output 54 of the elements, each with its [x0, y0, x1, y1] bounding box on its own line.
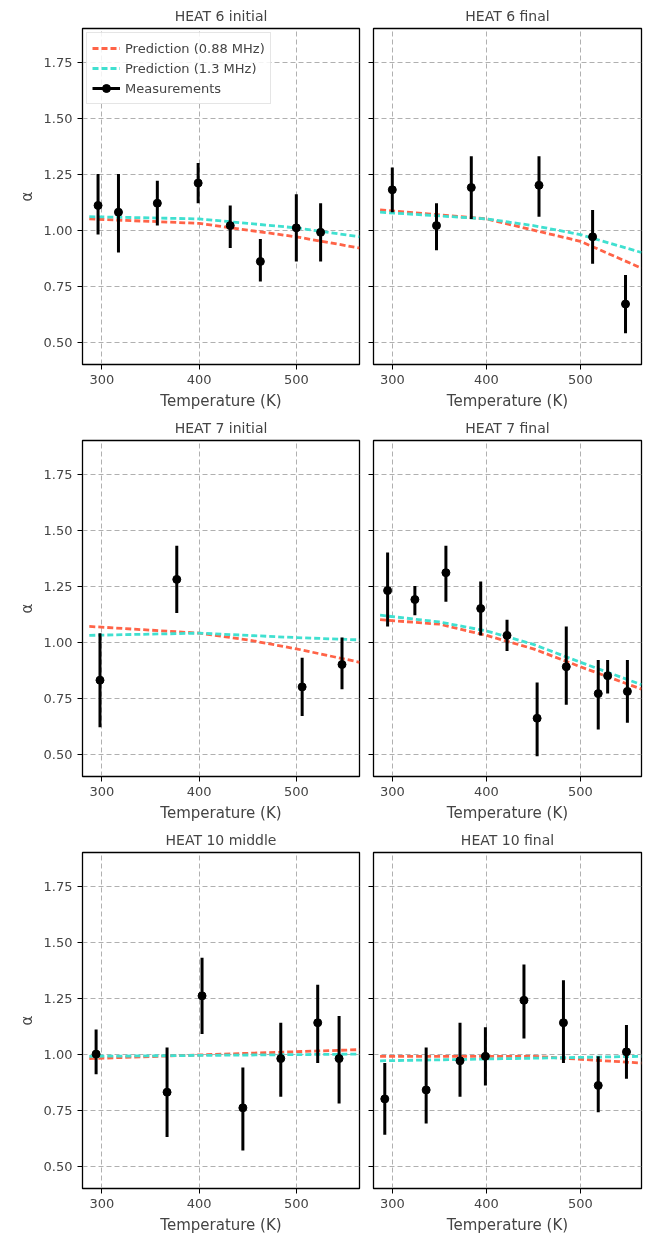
- x-tick-label: 500: [283, 1195, 309, 1211]
- chart-title: HEAT 10 middle: [165, 831, 277, 848]
- y-axis-title: α: [17, 603, 36, 614]
- x-tick-label: 300: [89, 371, 115, 387]
- y-tick-label: 0.75: [43, 690, 73, 706]
- y-tick-label: 1.25: [43, 578, 73, 594]
- x-tick-label: 400: [186, 783, 212, 799]
- y-tick-label: 0.50: [43, 746, 73, 762]
- x-axis-title: Temperature (K): [445, 1215, 569, 1234]
- y-tick-label: 1.25: [43, 990, 73, 1006]
- chart-title: HEAT 6 final: [465, 7, 550, 24]
- x-tick-label: 500: [567, 783, 593, 799]
- x-tick-label: 400: [473, 783, 499, 799]
- x-tick-label: 400: [186, 371, 212, 387]
- y-tick-label: 1.50: [43, 934, 73, 950]
- chart-title: HEAT 6 initial: [174, 7, 268, 24]
- y-tick-label: 1.75: [43, 466, 73, 482]
- y-tick-label: 0.75: [43, 1102, 73, 1118]
- y-tick-label: 0.50: [43, 1158, 73, 1174]
- y-axis-title: α: [17, 191, 36, 202]
- x-tick-label: 400: [473, 371, 499, 387]
- x-axis-title: Temperature (K): [159, 391, 282, 410]
- x-tick-label: 400: [473, 1195, 499, 1211]
- chart-title: HEAT 7 final: [465, 419, 550, 436]
- x-tick-label: 500: [567, 371, 593, 387]
- x-tick-label: 300: [379, 371, 405, 387]
- y-axis-title: α: [17, 1015, 36, 1026]
- x-tick-label: 300: [379, 1195, 405, 1211]
- chart-title: HEAT 10 final: [460, 831, 555, 848]
- y-tick-label: 1.75: [43, 54, 73, 70]
- chart-title: HEAT 7 initial: [174, 419, 268, 436]
- x-tick-label: 500: [283, 783, 309, 799]
- y-tick-label: 0.75: [43, 278, 73, 294]
- y-tick-label: 1.00: [43, 634, 73, 650]
- x-tick-label: 400: [186, 1195, 212, 1211]
- x-axis-title: Temperature (K): [159, 1215, 282, 1234]
- x-axis-title: Temperature (K): [159, 803, 282, 822]
- y-tick-label: 1.50: [43, 110, 73, 126]
- x-tick-label: 300: [379, 783, 405, 799]
- y-tick-label: 1.75: [43, 878, 73, 894]
- y-tick-label: 1.00: [43, 222, 73, 238]
- y-tick-label: 1.00: [43, 1046, 73, 1062]
- x-axis-title: Temperature (K): [445, 391, 569, 410]
- y-tick-label: 1.25: [43, 166, 73, 182]
- legend-label: Measurements: [125, 80, 222, 96]
- x-axis-title: Temperature (K): [445, 803, 569, 822]
- x-tick-label: 300: [89, 1195, 115, 1211]
- y-tick-label: 1.50: [43, 522, 73, 538]
- x-tick-label: 300: [89, 783, 115, 799]
- legend-label: Prediction (0.88 MHz): [125, 40, 265, 56]
- y-tick-label: 0.50: [43, 334, 73, 350]
- x-tick-label: 500: [283, 371, 309, 387]
- legend-label: Prediction (1.3 MHz): [125, 60, 257, 76]
- x-tick-label: 500: [567, 1195, 593, 1211]
